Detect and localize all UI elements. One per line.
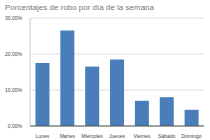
svg-text:Domingo: Domingo (182, 133, 202, 139)
svg-text:Sábado: Sábado (158, 133, 175, 139)
svg-text:Viernes: Viernes (133, 133, 150, 139)
svg-text:10,00%: 10,00% (8, 87, 23, 93)
svg-text:Lunes: Lunes (36, 133, 50, 139)
html-text:Porcentajes de robo por día de: Porcentajes de robo por día de la semana (5, 3, 154, 12)
svg-text:Martes: Martes (60, 133, 76, 139)
svg-text:0,00%: 0,00% (8, 123, 23, 129)
svg-text:Jueves: Jueves (109, 133, 125, 139)
svg-text:Miércoles: Miércoles (81, 133, 103, 139)
svg-text:20,00%: 20,00% (8, 51, 23, 57)
svg-text:30,00%: 30,00% (8, 15, 23, 21)
